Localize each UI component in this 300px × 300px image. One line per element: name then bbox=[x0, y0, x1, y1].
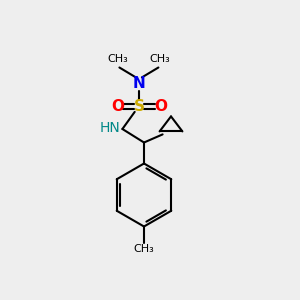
Text: CH₃: CH₃ bbox=[107, 54, 128, 64]
Text: HN: HN bbox=[99, 122, 120, 135]
Text: CH₃: CH₃ bbox=[149, 54, 170, 64]
Text: O: O bbox=[154, 99, 167, 114]
Text: N: N bbox=[133, 76, 145, 92]
Text: CH₃: CH₃ bbox=[134, 244, 154, 254]
Text: S: S bbox=[134, 99, 144, 114]
Text: O: O bbox=[111, 99, 124, 114]
